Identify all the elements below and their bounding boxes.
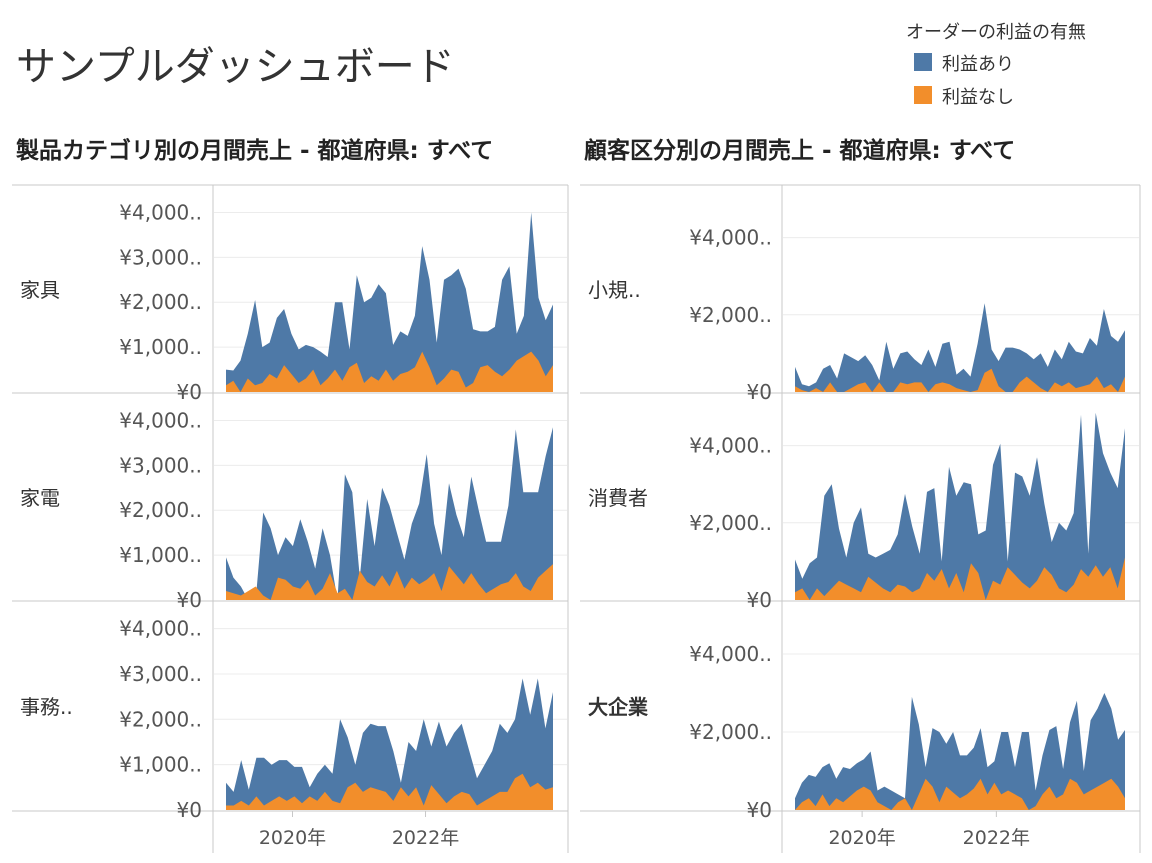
y-tick-label: ¥3,000.. — [119, 662, 202, 686]
panel-label: 家具 — [20, 278, 60, 302]
area-series-profit[interactable] — [795, 693, 1125, 810]
charts-layer: 家具 ¥0 ¥1,000.. ¥2,000.. ¥3,000.. ¥4,000.. 家電 ¥0… — [12, 184, 1141, 853]
dashboard-title: サンプルダッシュボード — [16, 44, 455, 90]
area-series-loss[interactable] — [795, 368, 1125, 392]
panel-label: 大企業 — [588, 695, 649, 719]
area-series-loss[interactable] — [795, 557, 1125, 601]
area-series-profit[interactable] — [795, 412, 1125, 600]
y-tick-label: ¥4,000.. — [119, 617, 202, 641]
area-series-profit[interactable] — [795, 303, 1125, 392]
y-tick-label: ¥1,000.. — [119, 543, 202, 567]
y-tick-label: ¥0 — [177, 798, 202, 822]
y-tick-label: ¥2,000.. — [119, 498, 202, 522]
legend-swatch-loss — [914, 86, 932, 104]
right-chart-title: 顧客区分別の月間売上 - 都道府県: すべて — [584, 137, 1015, 164]
y-tick-label: ¥3,000.. — [119, 245, 202, 269]
x-tick-label: 2020年 — [259, 827, 326, 849]
y-tick-label: ¥0 — [747, 588, 772, 612]
legend[interactable]: オーダーの利益の有無 利益あり 利益なし — [906, 22, 1086, 108]
panel-label: 事務.. — [20, 695, 73, 719]
legend-label-profit: 利益あり — [942, 54, 1014, 75]
panel-label: 消費者 — [588, 486, 648, 510]
x-tick-label: 2022年 — [392, 827, 459, 849]
panel-label: 小規.. — [588, 278, 641, 302]
area-series-loss[interactable] — [226, 773, 553, 810]
y-tick-label: ¥2,000.. — [689, 720, 772, 744]
y-tick-label: ¥4,000.. — [689, 434, 772, 458]
y-tick-label: ¥4,000.. — [119, 408, 202, 432]
area-series-profit[interactable] — [226, 212, 553, 393]
x-tick-label: 2022年 — [963, 827, 1030, 849]
y-tick-label: ¥2,000.. — [689, 511, 772, 535]
area-series-loss[interactable] — [226, 564, 553, 600]
legend-title: オーダーの利益の有無 — [906, 22, 1086, 43]
y-tick-label: ¥0 — [177, 588, 202, 612]
y-tick-label: ¥1,000.. — [119, 753, 202, 777]
y-tick-label: ¥4,000.. — [119, 200, 202, 224]
y-tick-label: ¥2,000.. — [119, 707, 202, 731]
area-series-loss[interactable] — [226, 351, 553, 392]
legend-label-loss: 利益なし — [942, 87, 1014, 108]
y-tick-label: ¥1,000.. — [119, 335, 202, 359]
area-series-loss[interactable] — [795, 778, 1125, 810]
area-series-profit[interactable] — [226, 427, 553, 600]
panel-label: 家電 — [20, 486, 60, 510]
y-tick-label: ¥2,000.. — [689, 303, 772, 327]
x-tick-label: 2020年 — [828, 827, 895, 849]
left-chart-title: 製品カテゴリ別の月間売上 - 都道府県: すべて — [15, 137, 493, 164]
y-tick-label: ¥0 — [177, 380, 202, 404]
y-tick-label: ¥0 — [747, 380, 772, 404]
area-series-profit[interactable] — [226, 678, 553, 811]
legend-swatch-profit — [914, 53, 932, 71]
y-tick-label: ¥4,000.. — [689, 642, 772, 666]
y-tick-label: ¥4,000.. — [689, 226, 772, 250]
y-tick-label: ¥3,000.. — [119, 453, 202, 477]
y-tick-label: ¥2,000.. — [119, 290, 202, 314]
y-tick-label: ¥0 — [747, 798, 772, 822]
